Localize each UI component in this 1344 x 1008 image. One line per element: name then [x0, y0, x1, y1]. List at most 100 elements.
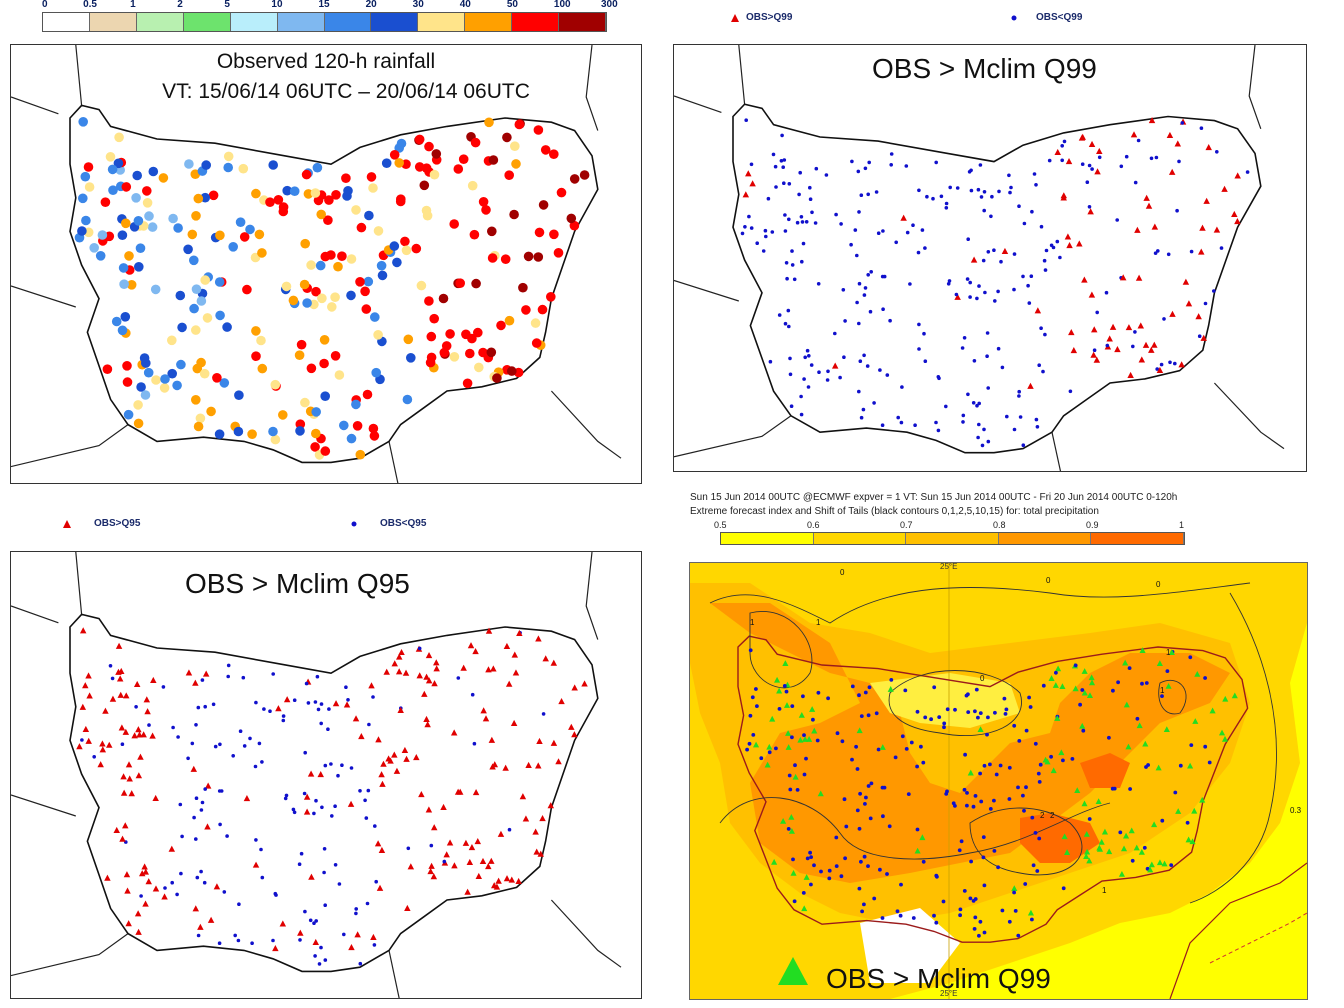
rain-station	[400, 236, 410, 247]
efi-station-below-q99	[887, 824, 892, 829]
station-below-q95	[472, 741, 477, 746]
station-below-q99	[993, 299, 997, 303]
rain-station	[121, 218, 131, 229]
rain-station	[189, 303, 199, 314]
station-below-q95	[200, 800, 205, 805]
efi-station-above-q99	[1058, 749, 1065, 756]
rain-station	[278, 202, 289, 212]
station-above-q95	[550, 659, 558, 666]
efi-station-below-q99	[973, 915, 978, 920]
rain-station	[355, 449, 366, 460]
station-above-q95	[272, 944, 279, 952]
station-above-q95	[516, 629, 523, 637]
station-below-q99	[996, 289, 1000, 294]
rain-station	[369, 431, 380, 441]
rain-station	[175, 290, 186, 301]
station-below-q99	[797, 192, 801, 197]
efi-station-below-q99	[842, 797, 847, 802]
station-below-q99	[986, 439, 991, 444]
station-above-q95	[568, 723, 575, 730]
rain-station	[134, 262, 144, 272]
station-below-q99	[747, 214, 751, 219]
efi-station-below-q99	[1061, 758, 1065, 763]
station-above-q95	[581, 680, 588, 687]
efi-station-below-q99	[1160, 694, 1164, 698]
station-below-q99	[1058, 255, 1062, 260]
station-below-q95	[346, 698, 350, 702]
station-below-q99	[978, 163, 983, 167]
station-above-q99	[1195, 313, 1202, 320]
station-below-q99	[1131, 344, 1135, 349]
station-below-q95	[344, 685, 348, 689]
rain-station	[346, 433, 357, 444]
q95-legend-below-label: OBS<Q95	[380, 518, 427, 529]
rain-station	[473, 327, 483, 338]
rain-station	[461, 329, 471, 340]
station-above-q99	[900, 214, 907, 221]
station-below-q99	[857, 210, 861, 214]
station-below-q99	[872, 401, 876, 405]
station-above-q99	[954, 293, 961, 300]
station-below-q99	[976, 187, 981, 192]
station-below-q95	[314, 919, 319, 923]
station-below-q99	[982, 427, 986, 432]
rain-swatch	[371, 13, 419, 31]
rain-station	[251, 351, 261, 362]
rain-tick-label: 300	[601, 0, 618, 10]
station-below-q95	[342, 932, 346, 937]
rain-station	[311, 407, 322, 417]
station-below-q99	[992, 248, 996, 252]
q99-title: OBS > Mclim Q99	[872, 53, 1097, 84]
rain-station	[78, 193, 88, 204]
rain-swatch	[465, 13, 513, 31]
efi-swatch	[1091, 533, 1184, 544]
station-above-q95	[202, 670, 210, 677]
efi-swatch	[813, 533, 907, 544]
station-above-q95	[474, 837, 482, 845]
rain-station	[469, 229, 480, 240]
efi-station-above-q99	[1061, 833, 1068, 840]
rain-station	[111, 316, 122, 327]
station-below-q95	[320, 805, 324, 810]
station-below-q99	[923, 246, 927, 250]
station-above-q99	[1130, 131, 1138, 138]
station-below-q95	[196, 705, 201, 710]
efi-station-above-q99	[1064, 849, 1071, 855]
rain-station	[295, 426, 305, 436]
efi-station-below-q99	[774, 746, 778, 751]
station-below-q99	[1215, 150, 1219, 154]
border-lines	[11, 45, 622, 483]
station-below-q95	[175, 892, 179, 897]
rain-station	[521, 305, 531, 315]
efi-station-above-q99	[1052, 682, 1059, 688]
efi-station-below-q99	[909, 740, 914, 745]
efi-station-below-q99	[754, 687, 758, 691]
rain-station	[214, 429, 225, 440]
station-above-q95	[213, 883, 221, 890]
efi-station-above-q99	[1055, 665, 1062, 672]
station-above-q99	[749, 180, 756, 187]
efi-station-above-q99	[1155, 764, 1162, 771]
rain-station	[201, 160, 211, 170]
station-below-q99	[800, 259, 804, 264]
station-below-q99	[1155, 367, 1159, 371]
efi-station-below-q99	[867, 685, 872, 690]
rain-station	[366, 172, 377, 182]
rain-station	[183, 244, 193, 255]
station-below-q95	[284, 793, 289, 798]
efi-station-above-q99	[1118, 870, 1125, 877]
station-below-q95	[194, 796, 199, 800]
rain-station	[569, 220, 580, 231]
station-above-q95	[161, 893, 168, 900]
station-above-q95	[468, 844, 476, 851]
efi-station-below-q99	[1203, 744, 1208, 749]
station-below-q95	[313, 954, 317, 958]
station-below-q95	[250, 941, 254, 945]
efi-station-below-q99	[826, 696, 830, 701]
station-below-q99	[960, 346, 965, 350]
station-below-q99	[1212, 289, 1216, 293]
rain-station	[411, 243, 422, 254]
station-above-q95	[102, 707, 109, 714]
station-above-q95	[532, 828, 539, 835]
rain-station	[453, 164, 464, 174]
